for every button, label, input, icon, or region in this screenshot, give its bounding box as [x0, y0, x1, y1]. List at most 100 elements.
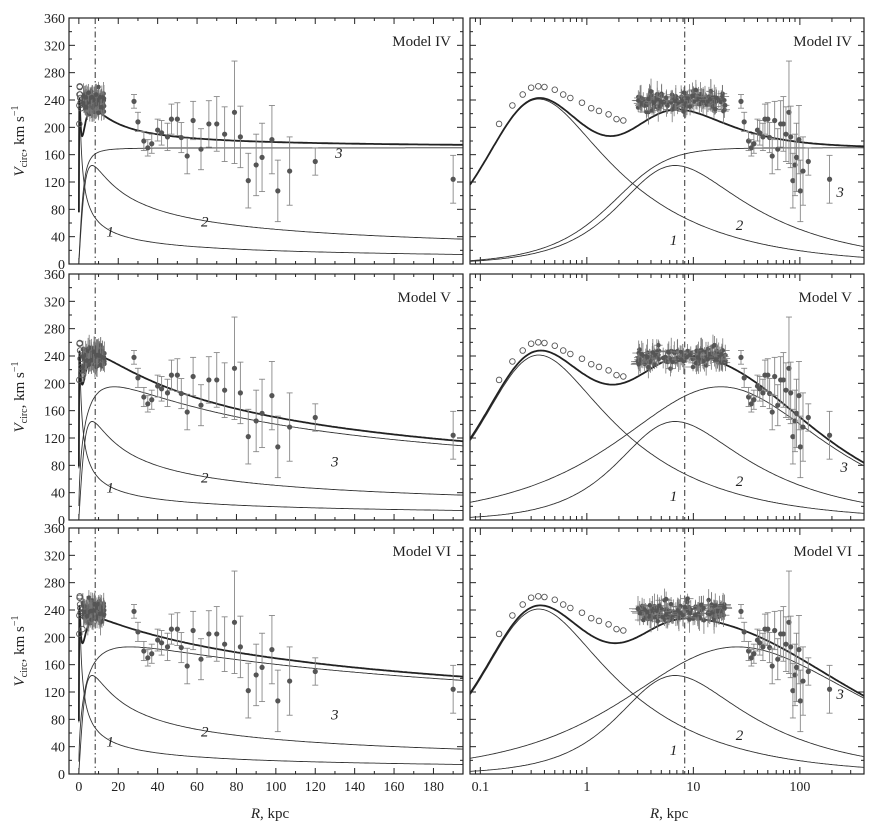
data-point: [769, 663, 775, 669]
data-point-open: [578, 355, 586, 362]
data-points: [495, 60, 833, 223]
data-point-open: [77, 609, 84, 616]
data-point: [639, 351, 645, 357]
data-point: [681, 90, 687, 95]
data-point: [788, 134, 794, 140]
data-point: [231, 619, 238, 625]
data-point: [214, 631, 220, 637]
data-point: [654, 608, 659, 614]
data-point: [646, 364, 651, 370]
halo-curve: [78, 386, 463, 507]
data-point: [231, 365, 238, 371]
data-point: [101, 612, 107, 618]
data-point-open: [77, 94, 84, 102]
data-point: [690, 93, 695, 99]
data-point-open: [587, 614, 595, 622]
data-point: [237, 644, 243, 650]
data-points: [495, 316, 833, 479]
data-point: [722, 605, 727, 610]
data-point: [738, 608, 744, 614]
data-point: [84, 358, 90, 363]
data-point-open: [79, 371, 86, 379]
data-point: [647, 603, 653, 608]
data-point: [748, 145, 754, 151]
data-point: [748, 401, 754, 407]
data-point: [158, 386, 165, 392]
panel-log-5: Model V 1 2 3: [469, 273, 865, 521]
data-point: [231, 109, 238, 115]
data-point: [206, 121, 212, 127]
data-point-open: [595, 363, 603, 371]
y-tick-label: 0: [58, 768, 65, 783]
data-point-open: [620, 373, 627, 380]
data-point: [198, 146, 204, 152]
data-point-open: [495, 120, 503, 128]
data-point-open: [613, 625, 620, 633]
data-points: [495, 570, 833, 733]
disk-curve: [78, 165, 463, 263]
data-point: [772, 373, 778, 380]
data-point: [635, 606, 641, 612]
halo-curve: [470, 386, 864, 503]
x-tick-label: 10: [686, 780, 700, 795]
data-point: [178, 390, 184, 397]
data-point: [131, 608, 137, 614]
data-point: [663, 596, 669, 602]
panel-frame: [469, 273, 865, 521]
data-point: [287, 168, 293, 174]
data-point-open: [551, 596, 559, 604]
panel-linear-4: 0 40 80 120 160 200 240 280 320 360 Model IV 1 2 3: [44, 12, 464, 273]
x-tick-label: 140: [344, 780, 365, 795]
data-point: [450, 176, 456, 182]
data-point: [155, 383, 161, 389]
data-point: [145, 145, 151, 151]
data-point-open: [613, 371, 620, 379]
data-point: [663, 359, 669, 364]
data-point: [89, 608, 95, 614]
data-point-open: [605, 367, 612, 374]
model-title: Model V: [398, 290, 452, 306]
data-point: [711, 617, 717, 623]
data-point: [149, 651, 155, 657]
disk-curve: [470, 675, 864, 772]
data-point: [705, 357, 710, 362]
total-curve: [78, 605, 463, 721]
data-point: [641, 617, 646, 623]
data-point: [275, 698, 281, 704]
component-label-3: 3: [835, 687, 844, 703]
x-axis-label-linear: R, kpc: [250, 806, 290, 822]
data-point-open: [76, 593, 83, 600]
data-point: [797, 698, 803, 704]
data-point: [237, 390, 243, 396]
data-point: [636, 362, 642, 367]
y-tick-label: 360: [44, 12, 65, 27]
y-tick-label: 80: [51, 203, 65, 218]
data-point: [679, 98, 685, 104]
model-title: Model VI: [794, 544, 852, 560]
y-tick-label: 200: [44, 121, 65, 136]
data-point-open: [541, 593, 548, 601]
data-points: [76, 316, 457, 479]
data-point: [650, 350, 656, 355]
data-point: [312, 668, 318, 675]
data-point: [805, 668, 811, 675]
bulge-curve: [78, 609, 463, 765]
component-label-2: 2: [201, 724, 209, 740]
data-point: [287, 424, 293, 430]
data-point: [690, 364, 696, 370]
data-point: [760, 390, 766, 396]
data-point: [141, 138, 147, 144]
data-point: [751, 397, 757, 403]
data-point: [719, 352, 724, 357]
data-point: [693, 87, 699, 93]
data-point: [131, 98, 137, 104]
data-point: [796, 647, 802, 653]
data-point: [690, 356, 696, 361]
data-point: [654, 97, 660, 103]
data-point: [800, 424, 806, 430]
data-point: [793, 664, 800, 671]
y-tick-label: 40: [51, 231, 65, 246]
data-point: [687, 617, 692, 622]
component-label-2: 2: [736, 474, 744, 490]
